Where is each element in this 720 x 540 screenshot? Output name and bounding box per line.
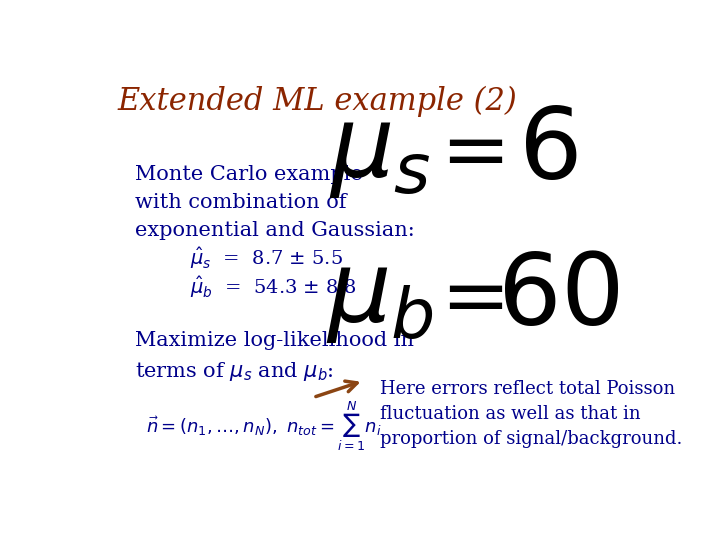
Text: Maximize log-likelihood in
terms of $\mu_s$ and $\mu_b$:: Maximize log-likelihood in terms of $\mu… [135,331,413,383]
Text: $\vec{n} = (n_1, \ldots, n_N),\ n_{tot} = \sum_{i=1}^{N} n_i$: $\vec{n} = (n_1, \ldots, n_N),\ n_{tot} … [145,400,382,454]
Text: Extended ML example (2): Extended ML example (2) [118,85,518,117]
Text: $\hat{\mu}_b$  =  54.3 $\pm$ 8.8: $\hat{\mu}_b$ = 54.3 $\pm$ 8.8 [190,274,356,300]
Text: Here errors reflect total Poisson
fluctuation as well as that in
proportion of s: Here errors reflect total Poisson fluctu… [380,380,683,448]
Text: $\mu_s$: $\mu_s$ [329,104,431,200]
Text: $=$: $=$ [424,112,503,192]
Text: $\hat{\mu}_s$  =  8.7 $\pm$ 5.5: $\hat{\mu}_s$ = 8.7 $\pm$ 5.5 [190,245,343,271]
Text: $\mu_b$: $\mu_b$ [326,250,434,345]
Text: $=$: $=$ [424,258,503,338]
Text: $6$: $6$ [518,104,577,200]
Text: $60$: $60$ [498,249,620,346]
Text: Monte Carlo example
with combination of
exponential and Gaussian:: Monte Carlo example with combination of … [135,165,415,240]
